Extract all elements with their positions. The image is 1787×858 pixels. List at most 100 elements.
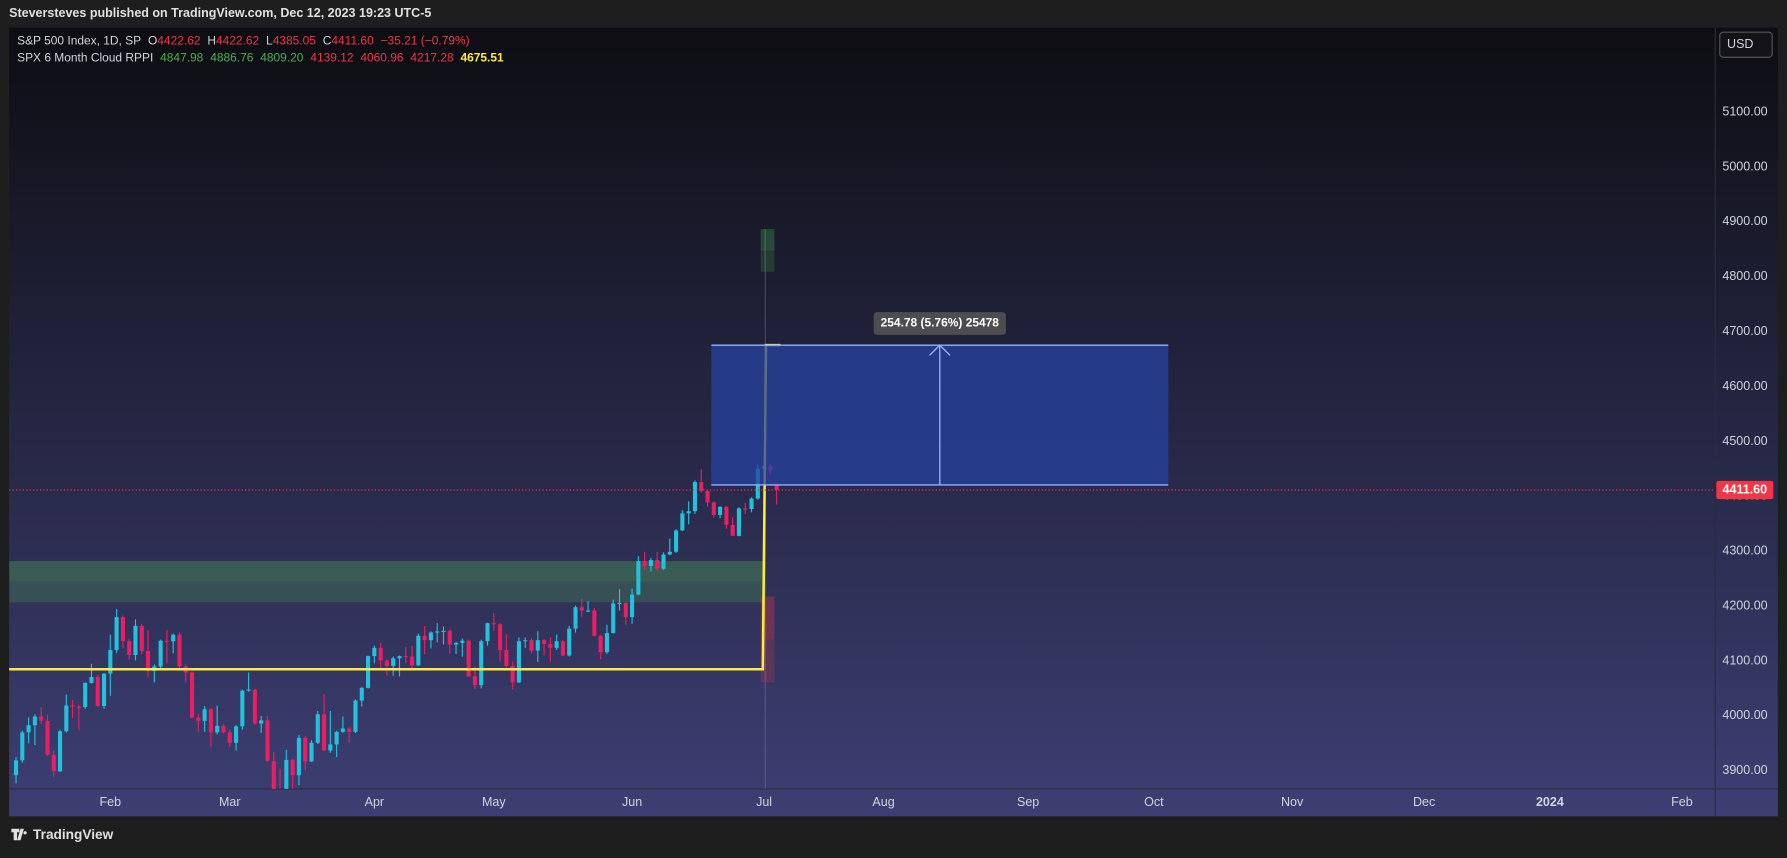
candle-body <box>83 682 88 708</box>
candle-body <box>730 524 735 536</box>
ohlc-value: 4385.05 <box>273 33 317 47</box>
usd-button[interactable]: USD <box>1719 31 1773 58</box>
indicator-value: 4675.51 <box>460 51 504 65</box>
candle-body <box>472 676 477 686</box>
footer: TradingView <box>11 827 114 842</box>
y-tick-label: 3900.00 <box>1722 763 1767 777</box>
candle-body <box>51 754 56 772</box>
candle-body <box>397 656 402 659</box>
candle-body <box>648 560 653 567</box>
candle-body <box>680 513 685 531</box>
candle-body <box>378 647 383 661</box>
candle-body <box>45 720 50 755</box>
candle-body <box>435 631 440 633</box>
candle-body <box>227 732 232 743</box>
candle-body <box>290 759 295 776</box>
candle-body <box>692 482 697 512</box>
candle-body <box>215 725 220 733</box>
candle-body <box>573 607 578 629</box>
candle-body <box>661 554 666 569</box>
candle-body <box>667 551 672 555</box>
price-tag-label: 4411.60 <box>1723 482 1768 496</box>
candle-body <box>460 640 465 643</box>
candle-body <box>718 506 723 516</box>
candle-body <box>64 705 69 732</box>
candle-body <box>384 660 389 666</box>
candle-body <box>498 624 503 651</box>
candle-body <box>271 760 276 789</box>
y-tick-label: 4200.00 <box>1722 598 1767 612</box>
x-tick-label: Jul <box>756 795 772 809</box>
candle-body <box>95 676 100 707</box>
candle-body <box>196 717 201 721</box>
candle-body <box>70 705 75 707</box>
usd-label[interactable]: USD <box>1727 37 1753 51</box>
candle-body <box>334 731 339 745</box>
candle-body <box>265 720 270 761</box>
candle-body <box>516 641 521 683</box>
axes: 3900.004000.004100.004200.004300.004400.… <box>100 104 1774 809</box>
y-tick-label: 4500.00 <box>1722 434 1767 448</box>
candle-body <box>13 760 19 776</box>
candle-body <box>26 725 31 733</box>
candle-body <box>340 728 345 732</box>
candle-body <box>674 530 679 552</box>
candle-body <box>32 716 37 726</box>
tv-logo <box>11 828 27 841</box>
y-tick-label: 4300.00 <box>1722 544 1767 558</box>
x-tick-label: Feb <box>1671 795 1693 809</box>
ohlc-value: 4411.60 <box>331 33 374 47</box>
candle-body <box>447 630 452 645</box>
indicator-value: 4217.28 <box>410 51 454 65</box>
measure-arrowhead <box>929 344 951 356</box>
x-tick-label: Mar <box>219 795 241 809</box>
candle-body <box>699 482 704 491</box>
candle-body <box>328 744 333 751</box>
y-tick-label: 4700.00 <box>1722 324 1767 338</box>
candle-body <box>139 625 144 652</box>
candle-body <box>604 633 609 653</box>
candle-body <box>686 511 691 514</box>
brand: TradingView <box>33 827 114 842</box>
candle-body <box>711 502 716 516</box>
candle-body <box>101 673 107 707</box>
ohlc-value: 4422.62 <box>216 33 260 47</box>
candle-body <box>724 506 729 525</box>
usd-button-box[interactable] <box>1719 31 1773 58</box>
candle-body <box>391 658 396 666</box>
candle-body <box>630 594 635 618</box>
candle-body <box>428 632 433 641</box>
candle-body <box>403 656 408 658</box>
candle-body <box>76 706 81 708</box>
candle-body <box>240 690 245 727</box>
candle-body <box>491 623 496 625</box>
zone-lower <box>9 581 763 603</box>
y-tick-label: 4900.00 <box>1722 214 1767 228</box>
candle-body <box>39 716 44 721</box>
candle-body <box>504 650 509 666</box>
x-tick-label: May <box>482 795 506 809</box>
x-tick-label: Nov <box>1281 795 1304 809</box>
candle-body <box>145 651 151 671</box>
candle-body <box>636 561 641 595</box>
candle-body <box>322 714 327 751</box>
candle-body <box>359 687 364 701</box>
ohlc-key: H <box>207 33 216 47</box>
candle-body <box>422 635 427 641</box>
candle-body <box>743 508 748 510</box>
zone-upper <box>9 561 763 582</box>
candle-body <box>303 737 308 762</box>
x-tick-label: Apr <box>365 795 384 809</box>
candle-body <box>617 602 622 604</box>
y-tick-label: 5100.00 <box>1722 104 1767 118</box>
candle-body <box>567 628 572 656</box>
indicator-value: 4139.12 <box>310 51 354 65</box>
candle-body <box>158 640 163 667</box>
candle-body <box>252 689 257 724</box>
candle-body <box>592 610 597 636</box>
ohlc-value: 4422.62 <box>157 33 201 47</box>
candle-body <box>347 728 352 732</box>
symbol-name: S&P 500 Index, 1D, SP <box>17 33 141 47</box>
candle-body <box>296 737 301 776</box>
y-tick-label: 4600.00 <box>1722 379 1767 393</box>
